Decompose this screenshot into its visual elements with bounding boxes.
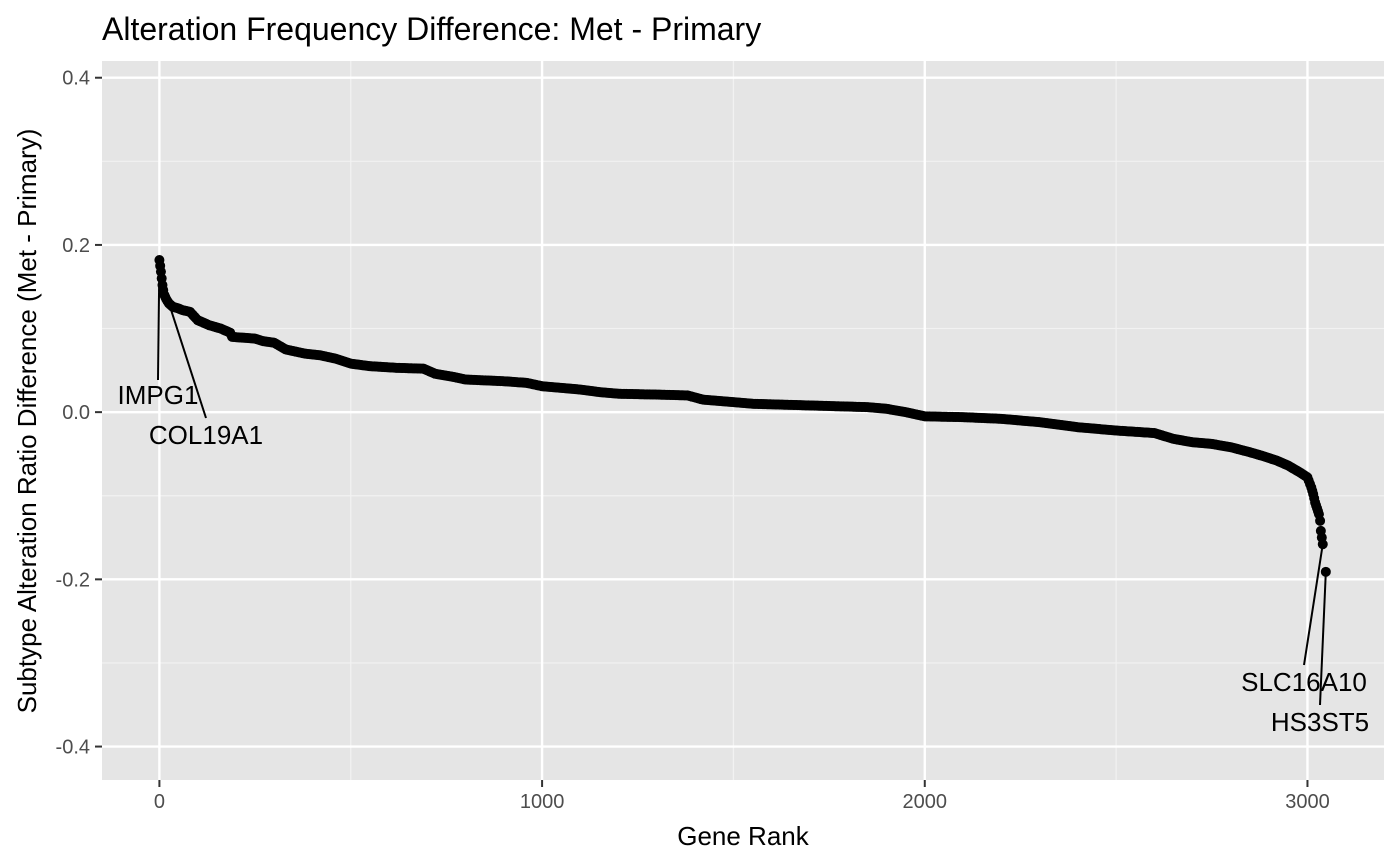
chart-title: Alteration Frequency Difference: Met - P… <box>102 11 761 47</box>
annotation-leader-line <box>1303 544 1324 666</box>
gene-annotations: IMPG1 COL19A1 SLC16A10 HS3ST5 <box>118 259 1369 737</box>
data-points <box>154 254 1331 577</box>
annotation-label: HS3ST5 <box>1271 707 1369 737</box>
x-tick-label: 1000 <box>520 791 565 813</box>
y-axis-title: Subtype Alteration Ratio Difference (Met… <box>12 129 42 714</box>
y-tick-label: -0.2 <box>56 569 90 591</box>
y-tick-label: 0.0 <box>62 402 90 424</box>
x-tick-label: 0 <box>154 791 165 813</box>
annotation-label: COL19A1 <box>149 420 263 450</box>
y-axis: -0.4 -0.2 0.0 0.2 0.4 <box>56 68 102 759</box>
x-axis-title: Gene Rank <box>677 821 810 851</box>
annotation-leader-line <box>1319 571 1327 706</box>
annotation-label: SLC16A10 <box>1241 667 1367 697</box>
y-tick-label: 0.4 <box>62 68 90 90</box>
x-axis: 0 1000 2000 3000 <box>154 780 1330 813</box>
annotation-leader-line <box>157 259 161 381</box>
annotation-leader-line <box>168 303 207 419</box>
annotation-label: IMPG1 <box>118 380 199 410</box>
y-tick-label: 0.2 <box>62 235 90 257</box>
x-tick-label: 2000 <box>903 791 948 813</box>
x-tick-label: 3000 <box>1285 791 1330 813</box>
y-tick-label: -0.4 <box>56 737 90 759</box>
plot-panel <box>102 61 1384 780</box>
data-point <box>1315 515 1326 526</box>
